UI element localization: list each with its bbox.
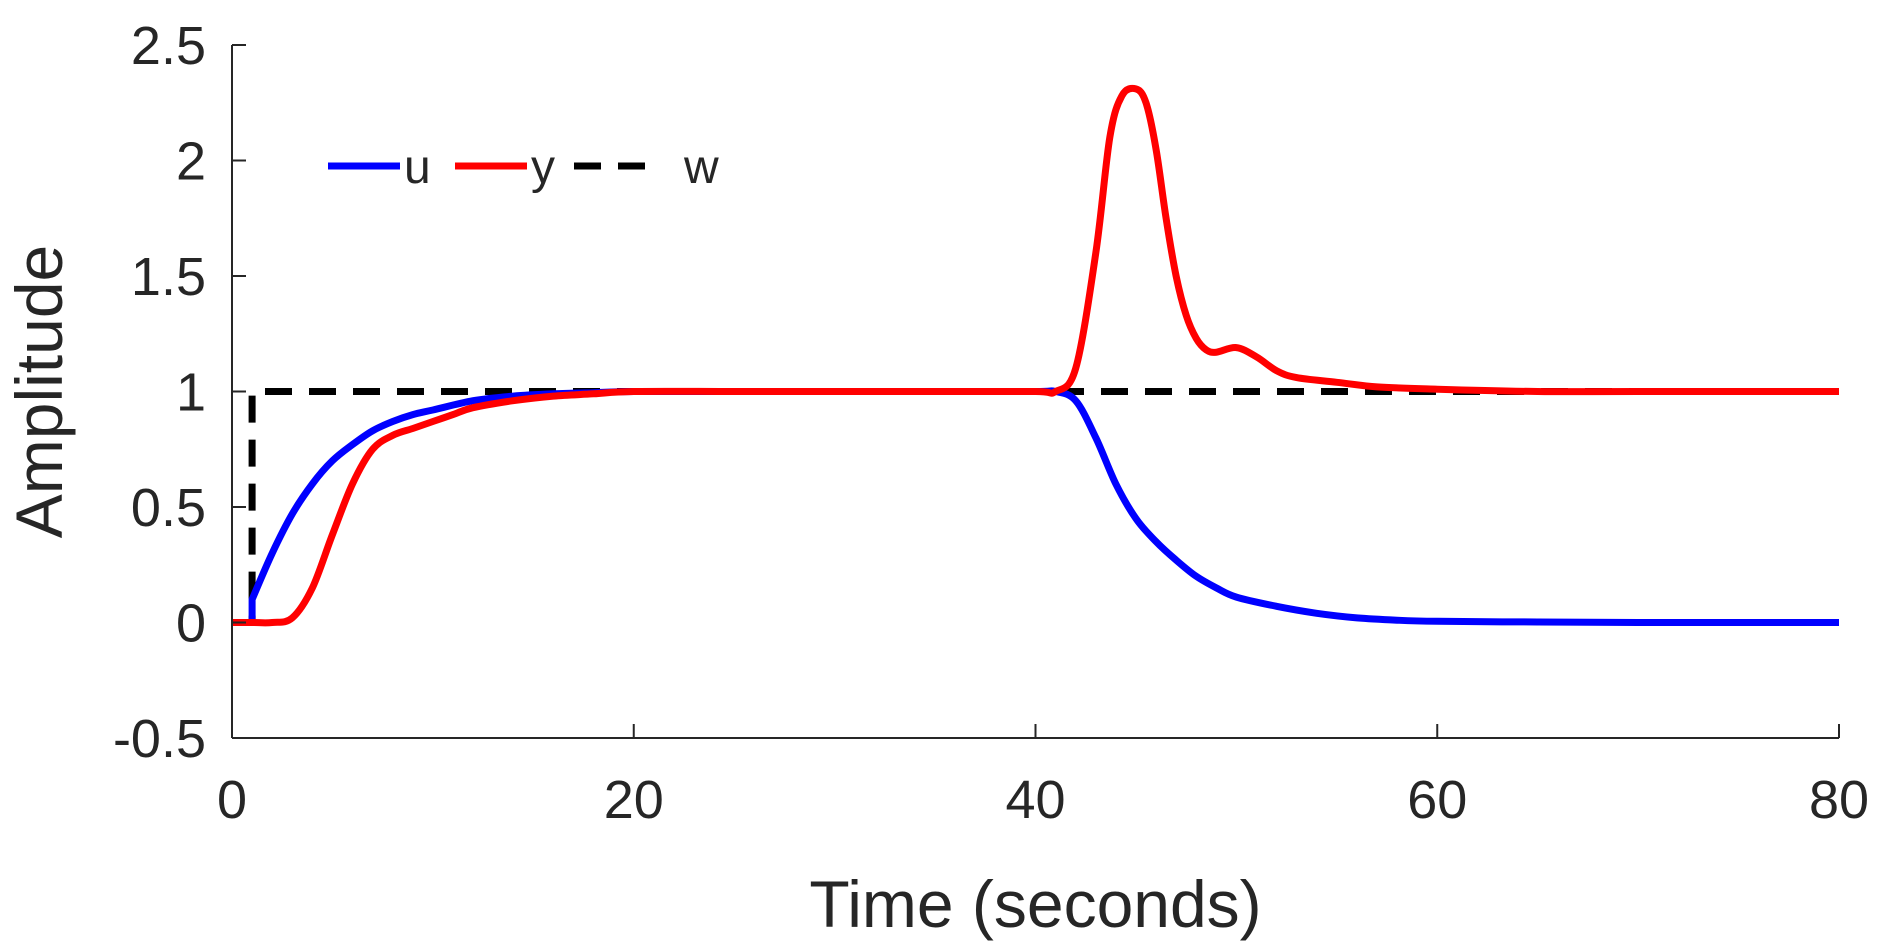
series-line-y: [232, 84, 1839, 627]
y-tick-label: 1: [176, 363, 206, 423]
y-tick-label: 0: [176, 594, 206, 654]
y-tick-label: 0.5: [131, 478, 206, 538]
x-tick-label: 0: [217, 770, 247, 830]
y-ticks: -0.5 0 0.5 1 1.5 2 2.5: [113, 16, 246, 769]
y-tick-label: 2.5: [131, 16, 206, 76]
y-tick-label: 1.5: [131, 247, 206, 307]
series-line-w: [232, 388, 1839, 626]
legend-label-u: u: [404, 141, 431, 194]
x-tick-label: 80: [1809, 770, 1869, 830]
series-line-u: [232, 387, 1839, 627]
x-tick-label: 20: [604, 770, 664, 830]
x-axis-title: Time (seconds): [809, 867, 1261, 941]
y-tick-label: -0.5: [113, 709, 206, 769]
y-axis-title: Amplitude: [2, 245, 76, 539]
x-tick-label: 60: [1407, 770, 1467, 830]
y-tick-label: 2: [176, 132, 206, 192]
x-ticks: 0 20 40 60 80: [217, 724, 1869, 830]
axes: 0 20 40 60 80 -0.500.511.522.5: [113, 16, 1869, 830]
legend-label-y: y: [531, 141, 555, 194]
x-tick-label: 40: [1005, 770, 1065, 830]
legend-label-w: w: [683, 141, 719, 194]
